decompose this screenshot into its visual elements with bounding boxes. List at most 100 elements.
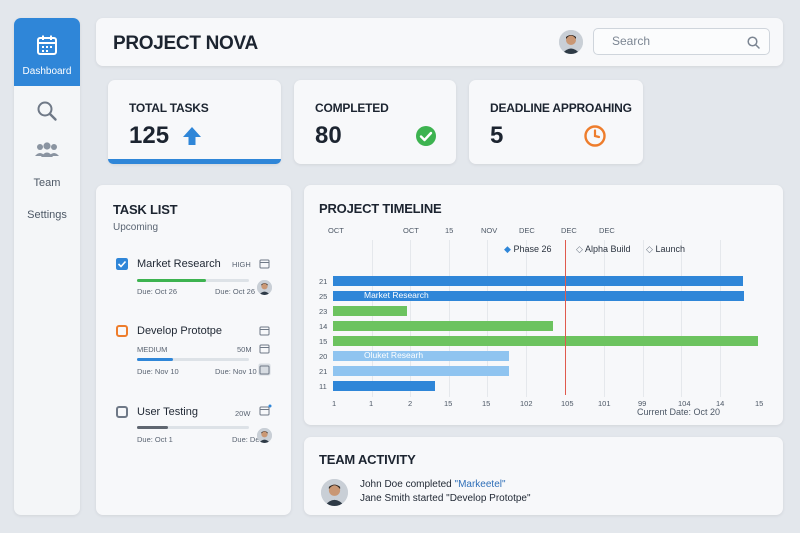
- timeline-axis-label: NOV: [481, 226, 498, 235]
- calendar-icon[interactable]: [258, 363, 271, 376]
- timeline-axis-label: 15: [482, 399, 491, 408]
- gridline: [487, 240, 488, 397]
- gantt-bar: [333, 276, 744, 286]
- search-icon: [37, 101, 57, 121]
- timeline-title: PROJECT TIMELINE: [319, 201, 442, 216]
- timeline-axis-label: OCT: [328, 226, 344, 235]
- header: PROJECT NOVA: [96, 18, 783, 66]
- task-progress-track: [137, 358, 249, 361]
- activity-link[interactable]: "Markeetel": [454, 479, 506, 490]
- stat-label: TOTAL TASKS: [129, 101, 209, 115]
- activity-item: John Doe completed "Markeetel": [360, 479, 506, 490]
- gridline: [449, 240, 450, 397]
- task-due-date: Due: Oct 26: [137, 287, 178, 296]
- clock-icon: [584, 125, 606, 147]
- gantt-bar: [333, 306, 408, 316]
- timeline-axis-label: 99: [638, 399, 647, 408]
- checkbox-checked-icon[interactable]: [116, 258, 128, 270]
- timeline-row-label: 21: [319, 367, 328, 376]
- task-priority-badge: MEDIUM: [137, 345, 168, 354]
- task-list-subtitle: Upcoming: [113, 222, 159, 233]
- checkbox-pending-icon[interactable]: [116, 325, 128, 337]
- diamond-outline-icon: ◇: [576, 244, 583, 254]
- sidebar-item-settings[interactable]: Settings: [27, 209, 67, 221]
- timeline-axis-label: DEC: [561, 226, 577, 235]
- sidebar-item-dashboard[interactable]: Dashboard: [14, 18, 80, 86]
- timeline-axis-label: 15: [445, 226, 454, 235]
- legend-label: Phase 26: [513, 244, 552, 254]
- user-avatar-icon: [257, 280, 272, 295]
- stat-value: 5: [490, 122, 504, 149]
- legend-label: Launch: [655, 244, 685, 254]
- calendar-icon: [37, 35, 57, 55]
- sidebar-item-team-label[interactable]: Team: [33, 177, 61, 189]
- timeline-row-label: 21: [319, 277, 328, 286]
- timeline-row-label: 25: [319, 292, 328, 301]
- search-input[interactable]: [612, 34, 742, 48]
- timeline-row-label: 15: [319, 337, 328, 346]
- legend-item: ◆ Phase 26: [504, 244, 551, 255]
- legend-label: Alpha Build: [584, 244, 631, 254]
- stat-value: 80: [315, 122, 342, 149]
- sidebar-item-team[interactable]: [14, 142, 80, 163]
- timeline-axis-label: 15: [444, 399, 453, 408]
- sidebar-item-search[interactable]: [14, 100, 80, 127]
- search-box[interactable]: [593, 28, 770, 55]
- task-due-date: Due: Oct 26: [215, 287, 256, 296]
- gantt-bar-label: Oluket Researh: [364, 350, 424, 360]
- task-due-date: Due: Det 1: [232, 435, 268, 444]
- user-avatar-icon: [559, 30, 583, 54]
- timeline-axis-label: DEC: [599, 226, 615, 235]
- page-title: PROJECT NOVA: [113, 33, 258, 54]
- calendar-icon[interactable]: [259, 258, 270, 269]
- timeline-row-label: 14: [319, 322, 328, 331]
- timeline-axis-label: 105: [561, 399, 574, 408]
- gantt-bar-label: Market Research: [364, 290, 429, 300]
- timeline-axis-label: 101: [598, 399, 611, 408]
- stat-card-completed: COMPLETED 80: [294, 80, 456, 164]
- task-progress-fill: [137, 426, 169, 429]
- timeline-axis-label: 14: [716, 399, 725, 408]
- stat-value: 125: [129, 122, 170, 149]
- diamond-filled-icon: ◆: [504, 244, 511, 254]
- timeline-axis-label: 104: [678, 399, 691, 408]
- gantt-bar: Oluket Researh: [333, 350, 510, 361]
- avatar[interactable]: [257, 428, 272, 443]
- check-circle-icon: [416, 126, 436, 146]
- timeline-axis-label: 102: [520, 399, 533, 408]
- checkbox-empty-icon[interactable]: [116, 406, 128, 418]
- stat-label: DEADLINE APPROAHING: [490, 101, 632, 115]
- task-progress-track: [137, 279, 249, 282]
- team-activity-title: TEAM ACTIVITY: [319, 452, 416, 467]
- timeline-axis-label: OCT: [403, 226, 419, 235]
- user-avatar-icon: [321, 479, 348, 506]
- gantt-bar: [333, 336, 758, 346]
- search-icon[interactable]: [747, 36, 760, 49]
- avatar[interactable]: [257, 280, 272, 295]
- calendar-icon[interactable]: [259, 343, 270, 354]
- stat-card-total-tasks: TOTAL TASKS 125: [108, 80, 281, 164]
- task-due-date: Due: Nov 10: [137, 367, 179, 376]
- timeline-axis-label: 15: [755, 399, 764, 408]
- calendar-icon[interactable]: [259, 404, 272, 417]
- task-estimate: 50M: [237, 345, 252, 354]
- timeline-axis-label: 2: [408, 399, 413, 408]
- avatar[interactable]: [559, 30, 583, 54]
- task-progress-fill: [137, 358, 173, 361]
- task-list-title: TASK LIST: [113, 202, 178, 217]
- sidebar: Dashboard Team Settings: [14, 18, 80, 515]
- task-due-date: Due: Nov 10: [215, 367, 257, 376]
- gridline: [681, 240, 682, 397]
- diamond-outline-icon: ◇: [646, 244, 653, 254]
- arrow-up-icon: [183, 127, 201, 145]
- calendar-icon[interactable]: [259, 325, 270, 336]
- gridline: [410, 240, 411, 397]
- gridline: [604, 240, 605, 397]
- task-name: Market Research: [137, 258, 221, 270]
- activity-text: John Doe completed: [360, 479, 455, 490]
- gridline: [643, 240, 644, 397]
- avatar[interactable]: [321, 479, 348, 506]
- gridline: [526, 240, 527, 397]
- gantt-bar: [333, 321, 553, 331]
- activity-item: Jane Smith started "Develop Prototpe": [360, 493, 531, 504]
